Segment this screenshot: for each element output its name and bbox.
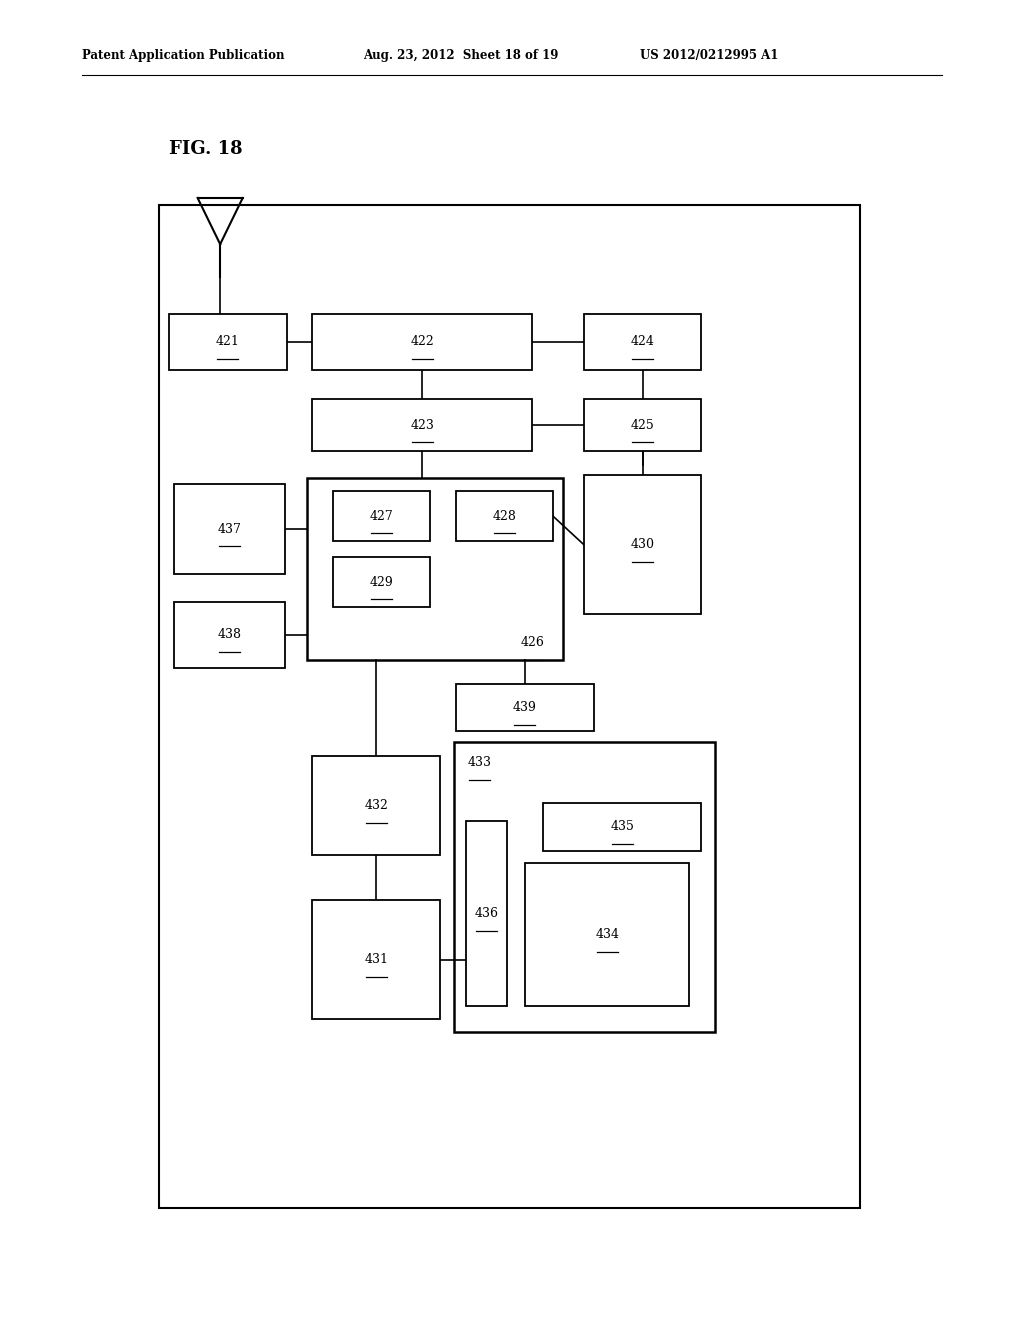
Text: 425: 425 bbox=[631, 418, 654, 432]
Text: Patent Application Publication: Patent Application Publication bbox=[82, 49, 285, 62]
Text: 436: 436 bbox=[474, 907, 499, 920]
Bar bbox=[543, 803, 701, 851]
Text: 423: 423 bbox=[411, 418, 434, 432]
Bar bbox=[466, 821, 507, 1006]
Bar bbox=[584, 314, 701, 370]
Text: 424: 424 bbox=[631, 335, 654, 348]
Text: 433: 433 bbox=[467, 756, 492, 770]
Text: 430: 430 bbox=[631, 539, 654, 550]
Text: 427: 427 bbox=[370, 510, 393, 523]
Bar bbox=[312, 756, 440, 855]
Bar bbox=[159, 205, 860, 1208]
Text: Aug. 23, 2012  Sheet 18 of 19: Aug. 23, 2012 Sheet 18 of 19 bbox=[364, 49, 559, 62]
Bar bbox=[169, 314, 287, 370]
Bar bbox=[312, 900, 440, 1019]
Bar bbox=[456, 684, 594, 731]
Bar bbox=[454, 742, 715, 1032]
Bar bbox=[456, 491, 553, 541]
Text: 438: 438 bbox=[217, 628, 242, 642]
Bar bbox=[312, 399, 532, 451]
Text: 437: 437 bbox=[217, 523, 242, 536]
Text: 426: 426 bbox=[520, 636, 545, 649]
Text: 421: 421 bbox=[216, 335, 240, 348]
Text: US 2012/0212995 A1: US 2012/0212995 A1 bbox=[640, 49, 778, 62]
Text: 429: 429 bbox=[370, 576, 393, 589]
Text: 432: 432 bbox=[365, 800, 388, 812]
Bar bbox=[525, 863, 689, 1006]
Bar bbox=[584, 399, 701, 451]
Text: 434: 434 bbox=[595, 928, 620, 941]
Bar bbox=[584, 475, 701, 614]
Bar bbox=[333, 491, 430, 541]
Text: 428: 428 bbox=[493, 510, 516, 523]
Text: FIG. 18: FIG. 18 bbox=[169, 140, 243, 158]
Bar bbox=[174, 484, 285, 574]
Bar bbox=[307, 478, 563, 660]
Text: 439: 439 bbox=[513, 701, 537, 714]
Bar bbox=[333, 557, 430, 607]
Text: 435: 435 bbox=[610, 821, 634, 833]
Bar bbox=[312, 314, 532, 370]
Bar bbox=[174, 602, 285, 668]
Text: 422: 422 bbox=[411, 335, 434, 348]
Text: 431: 431 bbox=[365, 953, 388, 966]
